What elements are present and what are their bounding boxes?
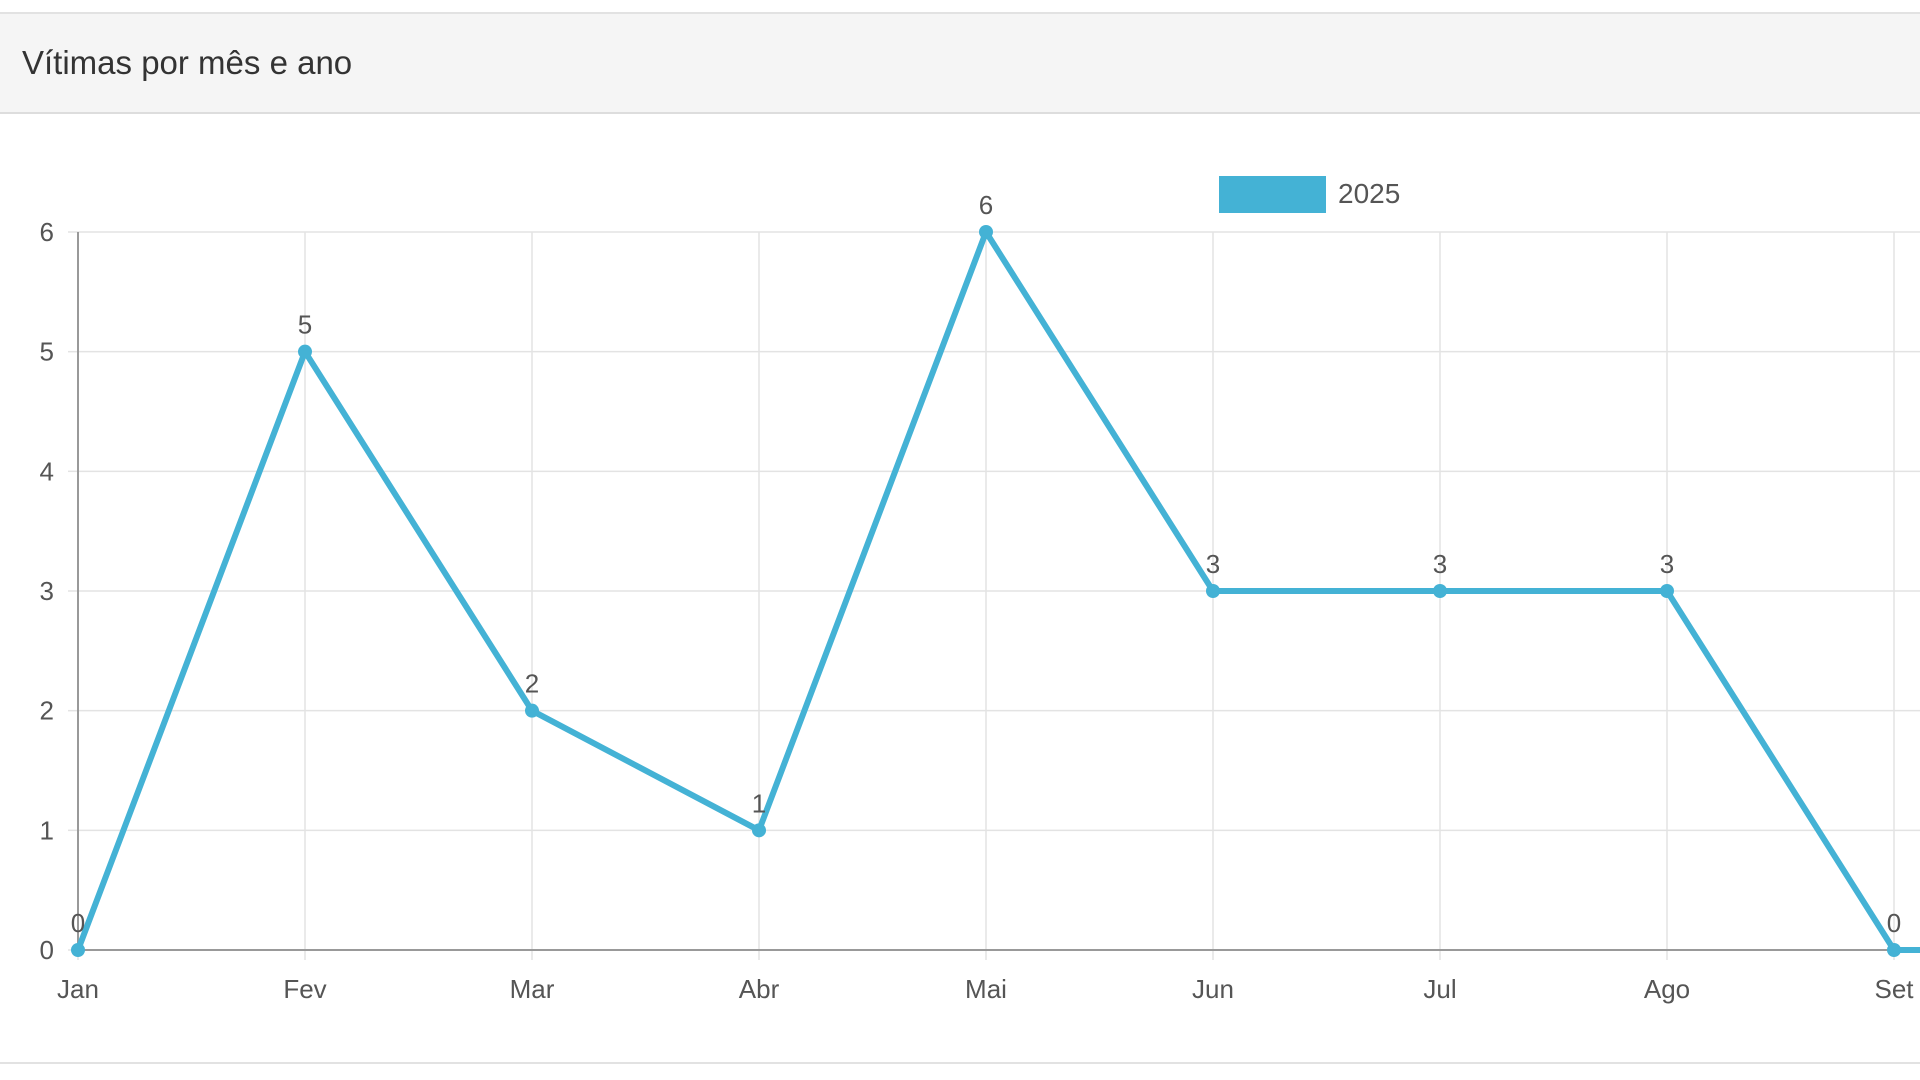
x-tick-label: Jan xyxy=(57,974,99,1004)
x-tick-label: Jun xyxy=(1192,974,1234,1004)
x-tick-label: Set xyxy=(1874,974,1914,1004)
data-label: 0 xyxy=(71,908,85,938)
series-line xyxy=(75,229,1920,953)
legend-label[interactable]: 2025 xyxy=(1338,178,1400,209)
data-point[interactable] xyxy=(1887,943,1901,957)
data-label: 0 xyxy=(1887,908,1901,938)
panel-header: Vítimas por mês e ano xyxy=(0,14,1920,114)
data-point[interactable] xyxy=(525,703,539,718)
x-tick-label: Jul xyxy=(1423,974,1456,1004)
line-chart: 0 1 2 3 4 5 6 Jan Fev Mar Abr Mai Jun Jul Ago Set 0 5 2 1 6… xyxy=(40,176,1920,1004)
data-label: 3 xyxy=(1206,549,1220,579)
legend-swatch[interactable] xyxy=(1219,176,1326,213)
chart-container: 0 1 2 3 4 5 6 Jan Fev Mar Abr Mai Jun Jul Ago Set 0 5 2 1 6… xyxy=(0,114,1920,1062)
x-tick-label: Ago xyxy=(1644,974,1690,1004)
data-point[interactable] xyxy=(1433,584,1447,598)
x-tick-label: Mai xyxy=(965,974,1007,1004)
y-tick-label: 0 xyxy=(40,935,54,965)
data-label: 2 xyxy=(525,669,539,699)
data-label: 6 xyxy=(979,190,993,220)
panel-title: Vítimas por mês e ano xyxy=(22,44,353,81)
y-tick-label: 1 xyxy=(40,815,54,845)
data-label: 5 xyxy=(298,310,312,340)
data-label: 1 xyxy=(752,788,766,818)
chart-panel: Vítimas por mês e ano 0 1 2 3 4 5 6 Jan Fev Mar Ab… xyxy=(0,12,1920,1064)
data-point[interactable] xyxy=(752,823,766,838)
y-tick-label: 3 xyxy=(40,576,54,606)
x-tick-label: Mar xyxy=(510,974,555,1004)
x-tick-label: Fev xyxy=(283,974,326,1004)
data-point[interactable] xyxy=(979,225,993,239)
data-point[interactable] xyxy=(71,943,85,957)
y-tick-label: 4 xyxy=(40,456,54,486)
data-point[interactable] xyxy=(298,344,312,359)
series-layer: 0 5 2 1 6 3 3 3 0 xyxy=(71,190,1920,957)
data-point[interactable] xyxy=(1206,584,1220,598)
data-label: 3 xyxy=(1660,549,1674,579)
legend[interactable]: 2025 xyxy=(1219,176,1400,213)
axes: 0 1 2 3 4 5 6 Jan Fev Mar Abr Mai Jun Jul Ago Set xyxy=(40,217,1920,1004)
x-tick-label: Abr xyxy=(739,974,780,1004)
data-label: 3 xyxy=(1433,549,1447,579)
y-tick-label: 2 xyxy=(40,696,54,726)
data-point[interactable] xyxy=(1660,584,1674,598)
y-tick-label: 5 xyxy=(40,337,54,367)
y-tick-label: 6 xyxy=(40,217,54,247)
